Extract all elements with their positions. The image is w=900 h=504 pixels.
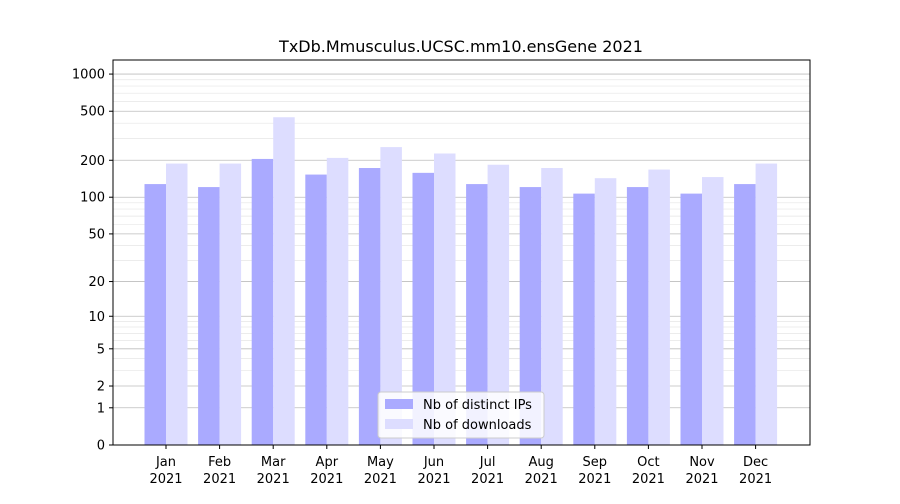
bar-downloads-jul xyxy=(487,164,510,446)
bar-distinct-ips-aug xyxy=(519,187,542,446)
x-tick-label-year: 2021 xyxy=(257,472,290,487)
x-tick-label-month: Mar xyxy=(261,455,286,470)
y-tick-label: 20 xyxy=(88,275,105,290)
x-tick-label-month: Dec xyxy=(743,455,768,470)
x-tick-label-year: 2021 xyxy=(739,472,772,487)
y-tick-label: 1000 xyxy=(72,68,105,83)
x-tick-label-year: 2021 xyxy=(203,472,236,487)
x-tick-label-month: Sep xyxy=(583,455,608,470)
x-tick-label-year: 2021 xyxy=(578,472,611,487)
bar-distinct-ips-feb xyxy=(198,187,220,446)
bar-distinct-ips-apr xyxy=(305,174,327,446)
x-tick-label-year: 2021 xyxy=(632,472,665,487)
bar-distinct-ips-dec xyxy=(734,184,756,445)
y-tick-label: 500 xyxy=(80,105,105,120)
chart-title: TxDb.Mmusculus.UCSC.mm10.ensGene 2021 xyxy=(278,37,643,56)
y-tick-label: 0 xyxy=(97,439,105,454)
legend-label: Nb of distinct IPs xyxy=(423,398,532,413)
bar-downloads-nov xyxy=(702,177,724,446)
bar-downloads-apr xyxy=(326,157,349,445)
y-tick-label: 100 xyxy=(80,191,105,206)
x-tick-label-year: 2021 xyxy=(149,472,182,487)
x-tick-label-year: 2021 xyxy=(471,472,504,487)
bar-downloads-aug xyxy=(541,168,563,445)
bar-downloads-sep xyxy=(594,178,617,445)
bar-distinct-ips-oct xyxy=(626,187,649,446)
bar-distinct-ips-sep xyxy=(573,193,595,445)
bar-distinct-ips-mar xyxy=(251,158,274,445)
x-tick-label-month: Aug xyxy=(529,455,554,470)
y-axis: 0 1 2 5 10 20 50 100 200 500 1000 xyxy=(72,68,113,454)
x-tick-label-month: Nov xyxy=(689,455,715,470)
legend-swatch xyxy=(385,419,413,429)
y-tick-label: 50 xyxy=(88,227,105,242)
x-tick-label-year: 2021 xyxy=(525,472,558,487)
x-tick-label-month: Apr xyxy=(316,455,339,470)
bar-downloads-jun xyxy=(434,153,456,445)
bar-downloads-jan xyxy=(166,163,188,445)
bar-downloads-mar xyxy=(273,117,295,445)
x-tick-label-month: Oct xyxy=(637,455,659,470)
plot-frame xyxy=(112,59,811,446)
legend-label: Nb of downloads xyxy=(423,418,532,433)
x-tick-label-year: 2021 xyxy=(310,472,343,487)
legend: Nb of distinct IPs Nb of downloads xyxy=(377,391,545,439)
x-tick-label-year: 2021 xyxy=(364,472,397,487)
x-tick-label-month: Jul xyxy=(479,455,496,470)
bar-downloads-feb xyxy=(219,163,242,445)
bar-distinct-ips-jul xyxy=(466,184,488,445)
x-tick-label-month: Feb xyxy=(208,455,231,470)
x-tick-label-year: 2021 xyxy=(685,472,718,487)
legend-box xyxy=(377,391,545,439)
bar-distinct-ips-nov xyxy=(680,193,702,445)
bar-downloads-may xyxy=(380,147,402,445)
bar-distinct-ips-jan xyxy=(144,184,166,445)
y-tick-label: 2 xyxy=(97,380,105,395)
y-tick-label: 1 xyxy=(97,401,105,416)
x-tick-label-month: May xyxy=(367,455,394,470)
bar-distinct-ips-may xyxy=(358,168,381,445)
x-tick-label-month: Jun xyxy=(423,455,444,470)
y-tick-label: 200 xyxy=(80,154,105,169)
x-axis: Jan 2021 Feb 2021 Mar 2021 Apr 2021 May 2021 Jun 20… xyxy=(149,445,772,487)
x-tick-label-year: 2021 xyxy=(417,472,450,487)
bar-downloads-oct xyxy=(648,169,670,445)
bars xyxy=(144,117,778,446)
x-tick-label-month: Jan xyxy=(155,455,176,470)
y-tick-label: 5 xyxy=(97,342,105,357)
bar-downloads-dec xyxy=(755,163,778,445)
legend-swatch xyxy=(385,399,413,409)
bar-distinct-ips-jun xyxy=(412,172,434,445)
y-tick-label: 10 xyxy=(88,310,105,325)
